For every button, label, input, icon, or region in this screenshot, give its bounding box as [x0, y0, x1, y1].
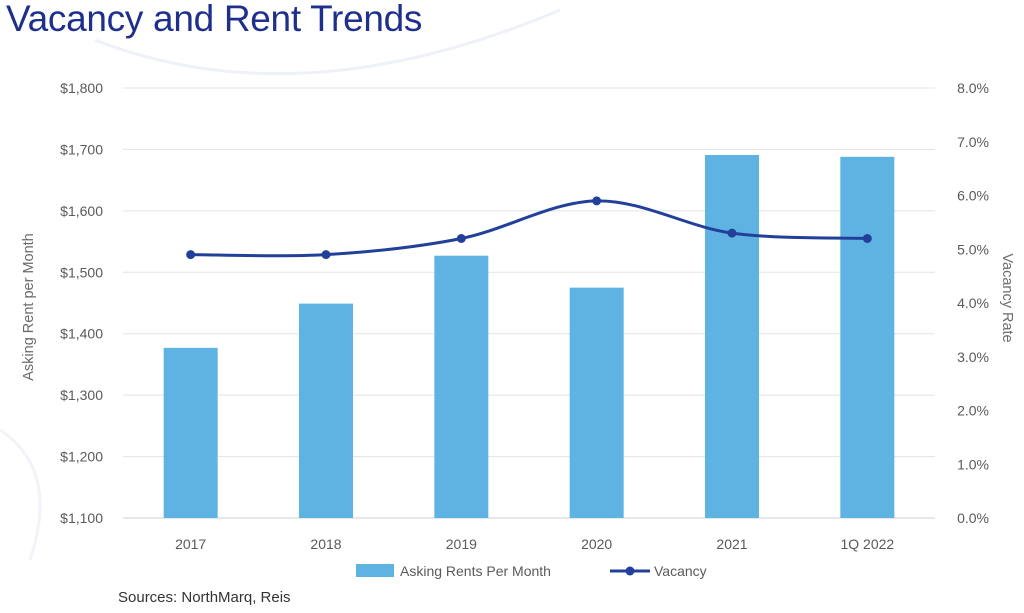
y-tick-label-right: 1.0% — [957, 456, 989, 472]
legend-label-vacancy: Vacancy — [654, 563, 707, 579]
y-tick-label-left: $1,700 — [60, 141, 103, 157]
legend-label-asking-rents: Asking Rents Per Month — [400, 563, 551, 579]
y-tick-label-right: 8.0% — [957, 80, 989, 96]
vacancy-point — [321, 250, 331, 260]
y-tick-label-right: 6.0% — [957, 188, 989, 204]
y-tick-label-right: 2.0% — [957, 403, 989, 419]
bar-asking-rent — [840, 156, 895, 519]
x-tick-label: 2017 — [175, 536, 206, 552]
sources-note: Sources: NorthMarq, Reis — [118, 589, 291, 606]
vacancy-point — [186, 250, 196, 260]
vacancy-line — [190, 199, 868, 258]
y-tick-label-left: $1,600 — [60, 203, 103, 219]
vacancy-point — [727, 228, 737, 238]
x-tick-label: 2018 — [310, 536, 341, 552]
x-tick-label: 2019 — [446, 536, 477, 552]
y-tick-label-right: 0.0% — [957, 510, 989, 526]
legend-swatch-asking-rents — [356, 564, 394, 577]
y-axis-title-left: Asking Rent per Month — [21, 233, 37, 381]
y-tick-label-right: 3.0% — [957, 349, 989, 365]
x-tick-label: 1Q 2022 — [840, 536, 894, 552]
y-tick-label-right: 7.0% — [957, 134, 989, 150]
y-tick-label-left: $1,300 — [60, 387, 103, 403]
y-tick-label-left: $1,100 — [60, 510, 103, 526]
background-swoosh — [0, 428, 42, 561]
y-tick-label-right: 4.0% — [957, 295, 989, 311]
vacancy-point — [592, 196, 602, 206]
y-tick-label-left: $1,400 — [60, 326, 103, 342]
background-swoosh — [94, 8, 561, 76]
bar-asking-rent — [705, 154, 759, 518]
y-tick-label-left: $1,500 — [60, 264, 103, 280]
page-title: Vacancy and Rent Trends — [6, 0, 423, 39]
bar-asking-rent — [569, 287, 624, 518]
y-tick-label-right: 5.0% — [957, 241, 989, 257]
y-tick-label-left: $1,800 — [60, 80, 103, 96]
vacancy-point — [862, 234, 872, 243]
x-tick-label: 2021 — [716, 536, 747, 552]
y-axis-title-right: Vacancy Rate — [999, 253, 1015, 342]
y-tick-label-left: $1,200 — [60, 449, 103, 465]
bar-asking-rent — [434, 255, 489, 518]
vacancy-point — [456, 234, 466, 243]
x-tick-label: 2020 — [581, 536, 612, 552]
bar-asking-rent — [163, 347, 218, 518]
bar-asking-rent — [299, 303, 353, 518]
legend-swatch-vacancy-marker — [625, 566, 635, 576]
